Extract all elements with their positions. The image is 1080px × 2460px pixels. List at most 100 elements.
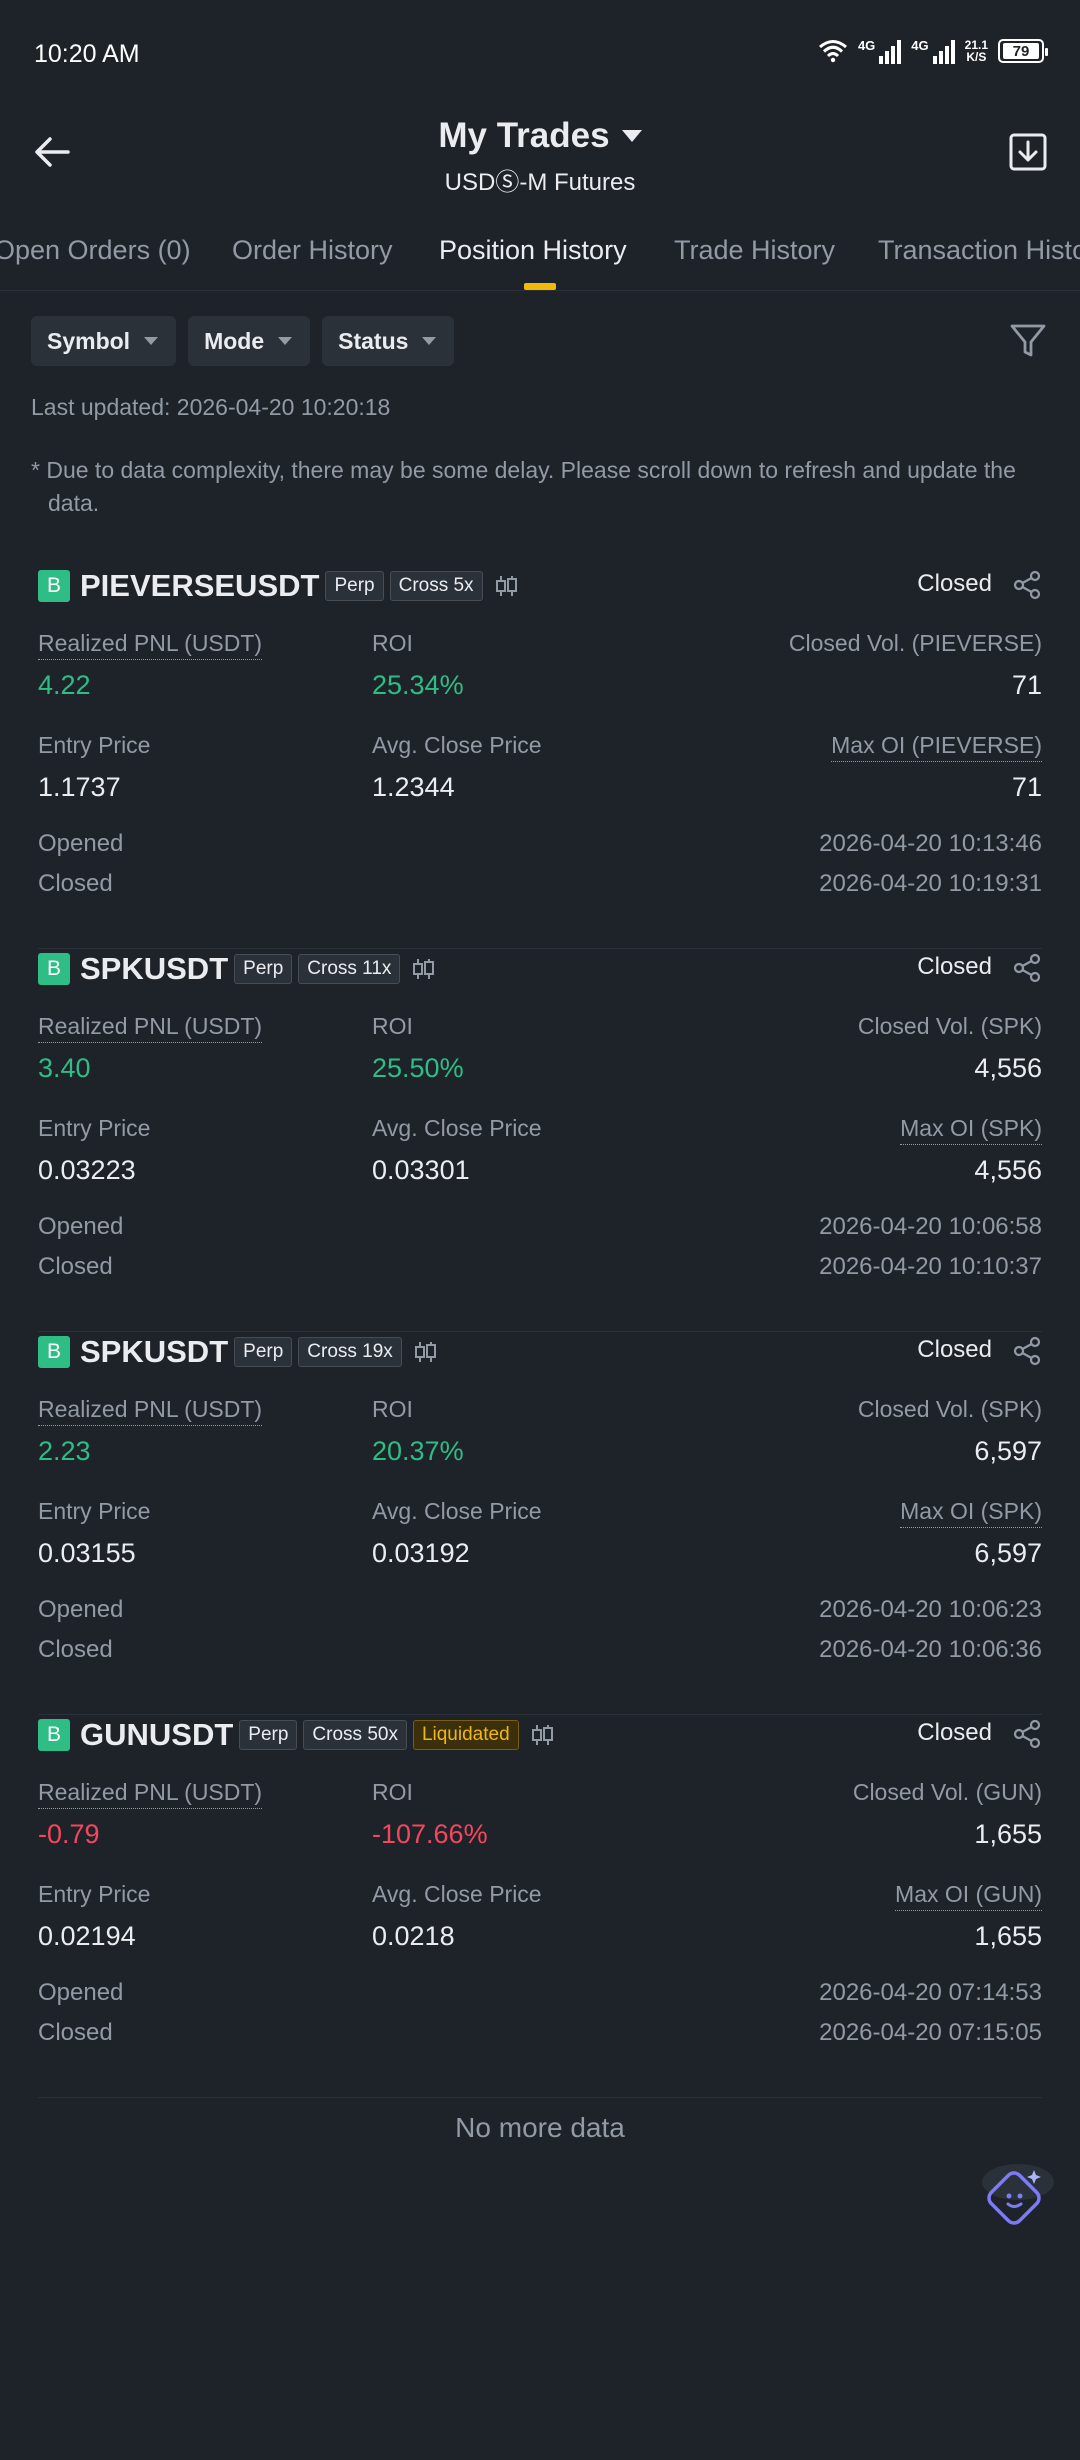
closed-time: 2026-04-20 10:10:37 xyxy=(819,1253,1042,1280)
symbol-filter-label: Symbol xyxy=(47,327,131,354)
max-oi-label[interactable]: Max OI (SPK) xyxy=(900,1115,1042,1145)
tab-order-history[interactable]: Order History xyxy=(232,235,393,265)
roi-value: -107.66% xyxy=(372,1819,488,1849)
position-card[interactable]: B PIEVERSEUSDT Perp Cross 5x Closed xyxy=(38,566,1042,949)
chevron-down-icon xyxy=(144,337,159,345)
avg-close-price-label: Avg. Close Price xyxy=(372,1881,542,1907)
position-card[interactable]: B SPKUSDT Perp Cross 19x Closed xyxy=(38,1332,1042,1715)
closed-vol-value: 4,556 xyxy=(974,1053,1042,1083)
buy-side-badge: B xyxy=(38,570,70,602)
tab-bar: Open Orders (0) Order History Position H… xyxy=(0,225,1080,291)
chevron-down-icon xyxy=(278,337,293,345)
status-icons: 4G 4G 21.1 K/S 79 xyxy=(818,38,1048,64)
mode-filter[interactable]: Mode xyxy=(188,316,311,366)
margin-leverage-tag: Cross 11x xyxy=(298,954,401,984)
roi-label: ROI xyxy=(372,1396,413,1422)
position-status: Closed xyxy=(917,1719,992,1746)
filter-icon[interactable] xyxy=(1006,318,1050,362)
entry-price-label: Entry Price xyxy=(38,1881,151,1907)
realized-pnl-label[interactable]: Realized PNL (USDT) xyxy=(38,630,263,660)
status-filter-label: Status xyxy=(338,327,409,354)
title-block: My Trades USDⓈ-M Futures xyxy=(0,116,1080,197)
assistant-bot-icon[interactable] xyxy=(978,2160,1054,2236)
roi-label: ROI xyxy=(372,1013,413,1039)
position-card[interactable]: B GUNUSDT Perp Cross 50x Liquidated Clos… xyxy=(38,1715,1042,2098)
realized-pnl-value: -0.79 xyxy=(38,1819,100,1849)
avg-close-price-value: 1.2344 xyxy=(372,772,455,802)
position-status: Closed xyxy=(917,570,992,597)
position-header: B GUNUSDT Perp Cross 50x Liquidated Clos… xyxy=(38,1715,1042,1755)
candlestick-chart-icon[interactable] xyxy=(412,1339,438,1365)
closed-time-label: Closed xyxy=(38,870,113,897)
closed-vol-label: Closed Vol. (SPK) xyxy=(857,1396,1042,1422)
candlestick-chart-icon[interactable] xyxy=(493,573,519,599)
closed-vol-value: 1,655 xyxy=(974,1819,1042,1849)
cell-signal-icon-2: 4G xyxy=(911,38,955,64)
realized-pnl-label[interactable]: Realized PNL (USDT) xyxy=(38,1779,263,1809)
liquidated-tag: Liquidated xyxy=(412,1720,519,1750)
perp-tag: Perp xyxy=(234,1337,293,1367)
active-tab-indicator xyxy=(524,283,556,290)
position-symbol[interactable]: PIEVERSEUSDT xyxy=(80,568,320,603)
roi-label: ROI xyxy=(372,1779,413,1805)
opened-label: Opened xyxy=(38,1979,124,2006)
entry-price-label: Entry Price xyxy=(38,732,151,758)
max-oi-label[interactable]: Max OI (PIEVERSE) xyxy=(831,732,1042,762)
max-oi-label[interactable]: Max OI (SPK) xyxy=(900,1498,1042,1528)
network-speed: 21.1 K/S xyxy=(964,38,988,64)
tab-transaction-history[interactable]: Transaction History xyxy=(878,235,1080,265)
candlestick-chart-icon[interactable] xyxy=(410,956,436,982)
max-oi-value: 4,556 xyxy=(974,1155,1042,1185)
opened-label: Opened xyxy=(38,1213,124,1240)
entry-price-label: Entry Price xyxy=(38,1498,151,1524)
chevron-down-icon xyxy=(422,337,437,345)
max-oi-value: 6,597 xyxy=(974,1538,1042,1568)
realized-pnl-value: 3.40 xyxy=(38,1053,91,1083)
buy-side-badge: B xyxy=(38,1336,70,1368)
avg-close-price-label: Avg. Close Price xyxy=(372,732,542,758)
closed-time: 2026-04-20 07:15:05 xyxy=(819,2019,1042,2046)
closed-vol-label: Closed Vol. (PIEVERSE) xyxy=(788,630,1042,656)
share-icon[interactable] xyxy=(1012,1719,1042,1749)
closed-vol-value: 6,597 xyxy=(974,1436,1042,1466)
position-card[interactable]: B SPKUSDT Perp Cross 11x Closed xyxy=(38,949,1042,1332)
avg-close-price-value: 0.03192 xyxy=(372,1538,470,1568)
buy-side-badge: B xyxy=(38,953,70,985)
last-updated-text: Last updated: 2026-04-20 10:20:18 xyxy=(31,394,391,420)
entry-price-value: 0.03155 xyxy=(38,1538,136,1568)
max-oi-label[interactable]: Max OI (GUN) xyxy=(895,1881,1042,1911)
position-symbol[interactable]: GUNUSDT xyxy=(80,1717,234,1752)
page-title: My Trades xyxy=(438,116,610,155)
chevron-down-icon xyxy=(621,130,642,142)
candlestick-chart-icon[interactable] xyxy=(529,1722,555,1748)
page-title-dropdown[interactable]: My Trades xyxy=(438,116,642,156)
entry-price-label: Entry Price xyxy=(38,1115,151,1141)
tab-position-history[interactable]: Position History xyxy=(439,235,627,265)
position-symbol[interactable]: SPKUSDT xyxy=(80,1334,229,1369)
closed-time: 2026-04-20 10:06:36 xyxy=(819,1636,1042,1663)
closed-vol-value: 71 xyxy=(1011,670,1042,700)
share-icon[interactable] xyxy=(1012,1336,1042,1366)
share-icon[interactable] xyxy=(1012,570,1042,600)
closed-time-label: Closed xyxy=(38,2019,113,2046)
realized-pnl-label[interactable]: Realized PNL (USDT) xyxy=(38,1013,263,1043)
roi-label: ROI xyxy=(372,630,413,656)
opened-label: Opened xyxy=(38,830,124,857)
cell-signal-icon: 4G xyxy=(858,38,902,64)
position-symbol[interactable]: SPKUSDT xyxy=(80,951,229,986)
opened-label: Opened xyxy=(38,1596,124,1623)
position-header: B SPKUSDT Perp Cross 19x Closed xyxy=(38,1332,1042,1372)
opened-time: 2026-04-20 07:14:53 xyxy=(819,1979,1042,2006)
share-icon[interactable] xyxy=(1012,953,1042,983)
roi-value: 20.37% xyxy=(372,1436,464,1466)
realized-pnl-label[interactable]: Realized PNL (USDT) xyxy=(38,1396,263,1426)
tab-open-orders[interactable]: Open Orders (0) xyxy=(0,235,191,265)
tab-trade-history[interactable]: Trade History xyxy=(674,235,836,265)
back-arrow-icon[interactable] xyxy=(30,130,74,174)
download-icon[interactable] xyxy=(1006,130,1050,174)
symbol-filter[interactable]: Symbol xyxy=(31,316,177,366)
closed-time-label: Closed xyxy=(38,1253,113,1280)
status-filter[interactable]: Status xyxy=(322,316,455,366)
position-header: B SPKUSDT Perp Cross 11x Closed xyxy=(38,949,1042,989)
opened-time: 2026-04-20 10:13:46 xyxy=(819,830,1042,857)
